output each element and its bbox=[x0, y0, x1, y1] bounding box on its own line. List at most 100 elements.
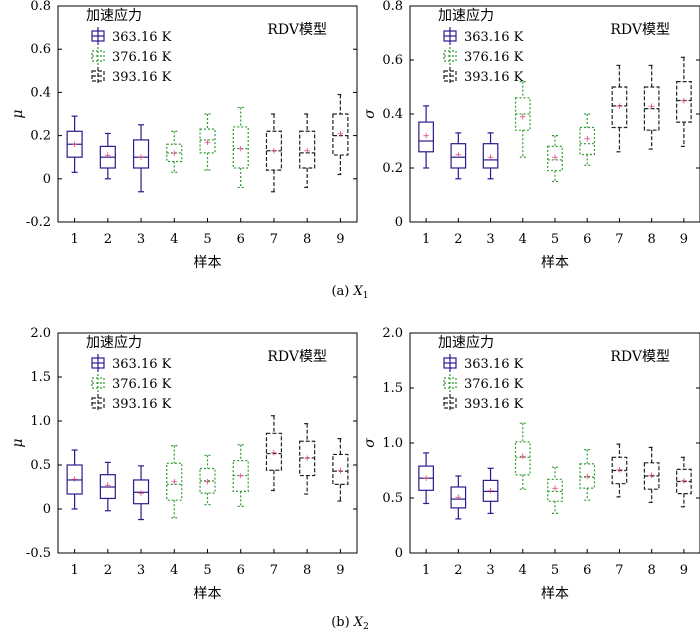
box-sample-9: + bbox=[332, 438, 349, 502]
mean-marker: + bbox=[303, 454, 311, 464]
y-tick-label: 1.0 bbox=[30, 414, 51, 429]
x-tick-label: 8 bbox=[303, 232, 311, 247]
box-iqr bbox=[166, 462, 183, 501]
mean-marker: + bbox=[171, 149, 179, 159]
mean-marker: + bbox=[616, 102, 624, 112]
legend-item-1: 363.16 K bbox=[443, 27, 524, 45]
mean-marker: + bbox=[616, 465, 624, 475]
legend-title: 加速应力 bbox=[438, 7, 494, 24]
box-sample-8: + bbox=[299, 113, 316, 189]
y-axis-label: μ bbox=[10, 109, 26, 118]
x-tick-label: 6 bbox=[583, 232, 591, 247]
box-sample-4: + bbox=[514, 422, 531, 490]
legend-item-3: 393.16 K bbox=[91, 394, 172, 412]
mean-marker: + bbox=[455, 493, 463, 503]
mean-marker: + bbox=[270, 449, 278, 459]
mean-marker: + bbox=[204, 138, 212, 148]
y-tick-label: 0 bbox=[395, 546, 403, 561]
mean-marker: + bbox=[71, 475, 79, 485]
box-iqr bbox=[299, 130, 316, 169]
panel-4: 0 0.5 1.0 1.5 2.0 1 2 3 4 5 6 7 8 9 样本 σ + + + + + + + + + 加速应力 36… bbox=[362, 326, 700, 602]
box-sample-1: + bbox=[66, 115, 83, 173]
mean-marker: + bbox=[455, 151, 463, 161]
legend-item-2: 376.16 K bbox=[91, 374, 172, 392]
box-sample-9: + bbox=[676, 56, 692, 147]
mean-marker: + bbox=[680, 97, 688, 107]
x-tick-label: 2 bbox=[454, 563, 462, 578]
x-tick-label: 5 bbox=[551, 232, 559, 247]
legend-item-3: 393.16 K bbox=[91, 67, 172, 85]
box-sample-5: + bbox=[199, 454, 216, 506]
box-sample-3: + bbox=[482, 467, 499, 515]
box-iqr bbox=[265, 432, 283, 471]
x-tick-label: 1 bbox=[422, 232, 430, 247]
x-tick-label: 9 bbox=[680, 563, 688, 578]
box-iqr bbox=[676, 80, 692, 123]
y-axis-label: σ bbox=[362, 109, 378, 119]
model-label: RDV模型 bbox=[610, 349, 670, 365]
box-sample-2: + bbox=[450, 132, 467, 180]
legend-item-1: 363.16 K bbox=[91, 27, 172, 45]
y-tick-label: 2.0 bbox=[30, 326, 51, 341]
plot-frame bbox=[409, 332, 700, 554]
plot-frame bbox=[409, 5, 700, 223]
box-iqr bbox=[547, 145, 563, 172]
box-sample-6: + bbox=[232, 106, 249, 189]
box-iqr bbox=[265, 130, 283, 171]
x-axis-label: 样本 bbox=[541, 255, 569, 271]
box-sample-4: + bbox=[514, 80, 531, 158]
x-tick-label: 6 bbox=[237, 232, 245, 247]
y-tick-label: 0.4 bbox=[382, 107, 403, 122]
legend-label: 376.16 K bbox=[112, 377, 172, 392]
x-tick-label: 8 bbox=[648, 563, 656, 578]
x-tick-label: 2 bbox=[454, 232, 462, 247]
y-tick-label: 2.0 bbox=[382, 326, 403, 341]
y-tick-label: 1.5 bbox=[30, 370, 51, 385]
mean-marker: + bbox=[519, 452, 527, 462]
legend-label: 393.16 K bbox=[112, 70, 172, 85]
model-label: RDV模型 bbox=[267, 22, 327, 38]
mean-marker: + bbox=[137, 153, 145, 163]
x-axis-label: 样本 bbox=[194, 586, 222, 602]
box-sample-8: + bbox=[643, 64, 660, 150]
y-axis-label: μ bbox=[10, 438, 26, 447]
y-tick-label: 1.5 bbox=[382, 381, 403, 396]
legend-item-2: 376.16 K bbox=[443, 47, 524, 65]
y-tick-label: -0.5 bbox=[26, 546, 51, 561]
y-tick-label: -0.2 bbox=[26, 215, 51, 230]
y-tick-label: 0.5 bbox=[30, 458, 51, 473]
box-iqr bbox=[418, 121, 434, 153]
x-tick-label: 1 bbox=[70, 232, 78, 247]
box-sample-9: + bbox=[332, 93, 349, 176]
box-sample-3: + bbox=[132, 124, 150, 193]
panel-1: -0.2 0 0.2 0.4 0.6 0.8 1 2 3 4 5 6 7 8 9 样本 μ + + + + + + + + + 加速… bbox=[10, 0, 358, 271]
x-tick-label: 9 bbox=[336, 563, 344, 578]
box-sample-6: + bbox=[579, 113, 596, 166]
legend-item-1: 363.16 K bbox=[443, 354, 524, 372]
x-tick-label: 8 bbox=[648, 232, 656, 247]
legend-label: 363.16 K bbox=[112, 30, 172, 45]
box-iqr bbox=[547, 478, 563, 502]
mean-marker: + bbox=[487, 153, 495, 163]
x-tick-label: 6 bbox=[583, 563, 591, 578]
x-tick-label: 3 bbox=[486, 563, 494, 578]
legend-label: 376.16 K bbox=[112, 50, 172, 65]
y-tick-label: 0 bbox=[43, 502, 51, 517]
x-tick-label: 5 bbox=[203, 563, 211, 578]
box-sample-5: + bbox=[547, 466, 563, 515]
x-tick-label: 3 bbox=[137, 232, 145, 247]
box-sample-9: + bbox=[676, 456, 692, 508]
mean-marker: + bbox=[104, 151, 112, 161]
mean-marker: + bbox=[237, 145, 245, 155]
legend-item-3: 393.16 K bbox=[443, 394, 524, 412]
legend-item-2: 376.16 K bbox=[443, 374, 524, 392]
box-sample-1: + bbox=[66, 449, 83, 510]
x-tick-label: 4 bbox=[519, 563, 527, 578]
box-sample-7: + bbox=[611, 443, 628, 498]
legend-label: 363.16 K bbox=[464, 30, 524, 45]
y-tick-label: 0 bbox=[43, 172, 51, 187]
y-tick-label: 0.8 bbox=[30, 0, 51, 14]
mean-marker: + bbox=[487, 486, 495, 496]
legend-label: 376.16 K bbox=[464, 377, 524, 392]
x-tick-label: 9 bbox=[336, 232, 344, 247]
